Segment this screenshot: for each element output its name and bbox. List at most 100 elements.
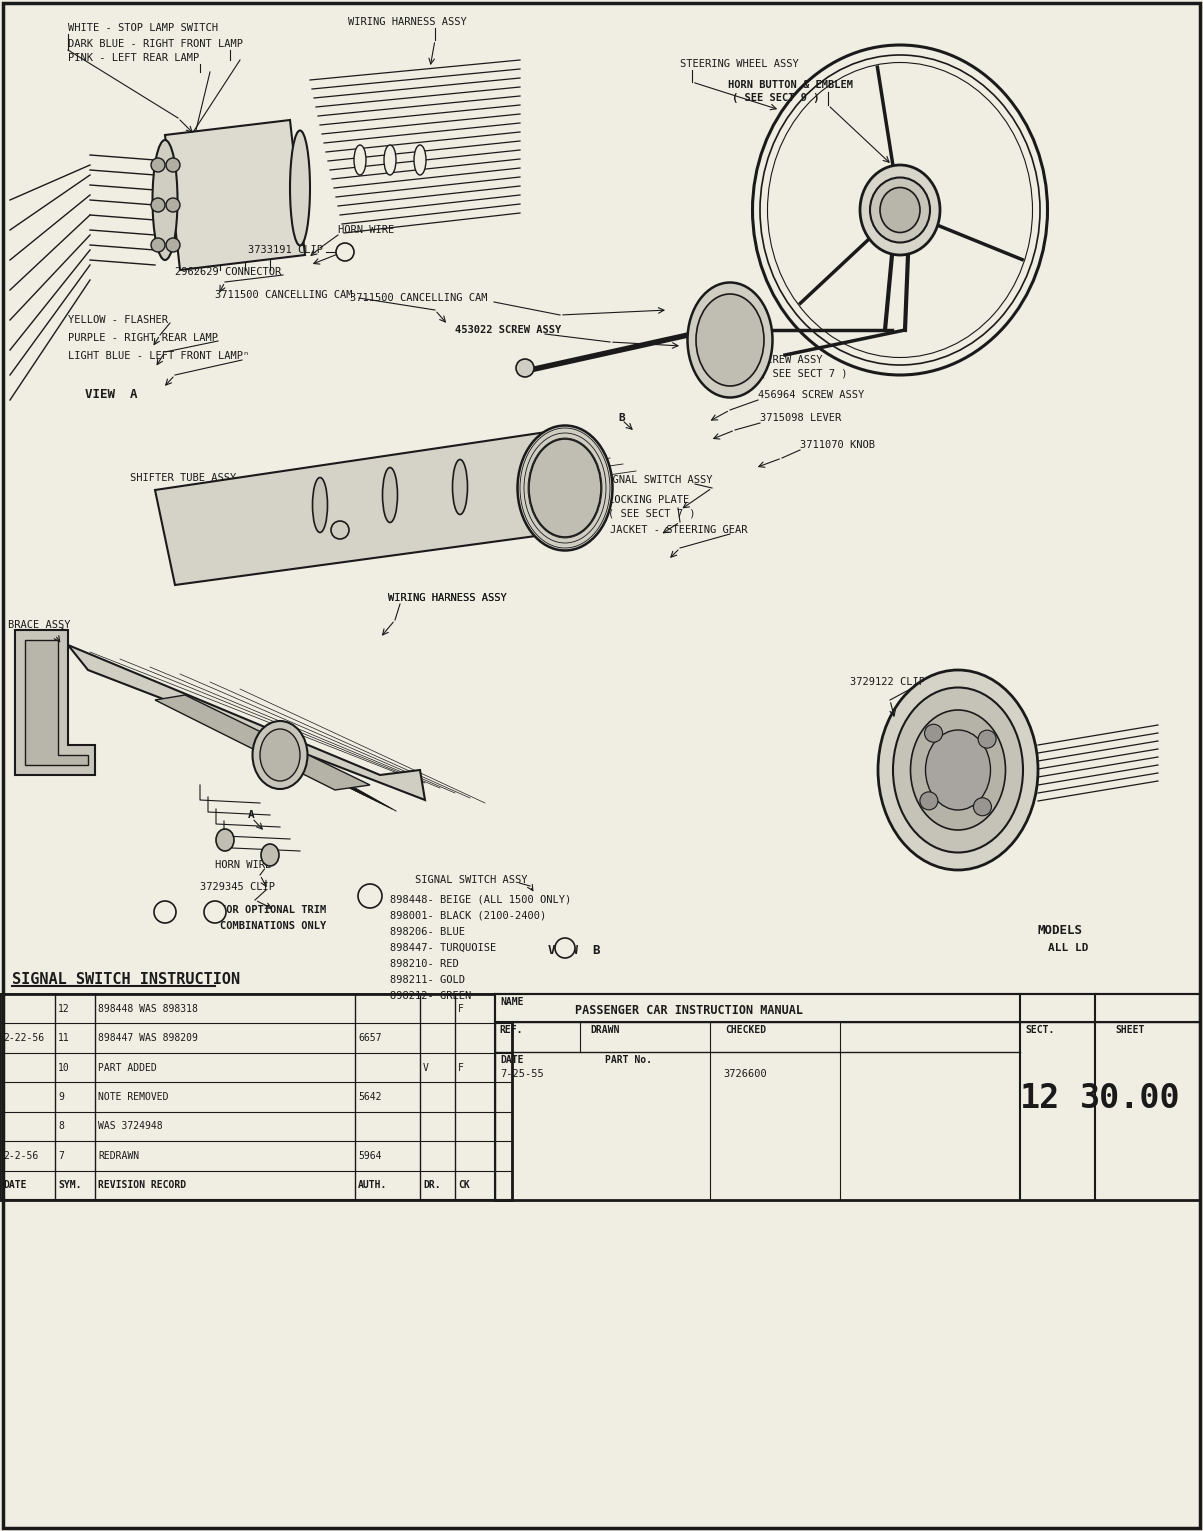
Circle shape [336, 243, 354, 260]
Circle shape [152, 158, 165, 171]
Circle shape [978, 730, 996, 749]
Text: REF.: REF. [499, 1024, 522, 1035]
Ellipse shape [697, 294, 764, 386]
Text: HORN WIRE: HORN WIRE [215, 860, 271, 870]
Text: SYM.: SYM. [58, 1180, 82, 1190]
Text: 456964 SCREW ASSY: 456964 SCREW ASSY [758, 390, 864, 400]
Text: WAS 3724948: WAS 3724948 [97, 1121, 162, 1131]
Text: 12: 12 [1020, 1082, 1060, 1115]
Circle shape [166, 158, 180, 171]
Circle shape [331, 521, 349, 539]
Ellipse shape [517, 426, 612, 551]
Text: 9: 9 [58, 1092, 64, 1102]
Ellipse shape [217, 828, 235, 851]
Circle shape [516, 358, 534, 377]
Text: 3733191 CLIP: 3733191 CLIP [248, 245, 322, 256]
Text: STEERING WHEEL ASSY: STEERING WHEEL ASSY [680, 60, 799, 69]
Bar [494, 994, 1201, 1023]
Text: 898210- RED: 898210- RED [390, 958, 458, 969]
Text: NAME: NAME [500, 997, 523, 1007]
Text: F: F [458, 1063, 464, 1073]
Text: 898447- TURQUOISE: 898447- TURQUOISE [390, 943, 497, 952]
Text: CHECKED: CHECKED [725, 1024, 766, 1035]
Text: SECT.: SECT. [1025, 1024, 1055, 1035]
Text: 898448- BEIGE (ALL 1500 ONLY): 898448- BEIGE (ALL 1500 ONLY) [390, 896, 571, 905]
Text: HORN BUTTON & EMBLEM: HORN BUTTON & EMBLEM [728, 80, 853, 90]
Text: WIRING HARNESS ASSY: WIRING HARNESS ASSY [389, 592, 506, 603]
Ellipse shape [881, 187, 920, 233]
Text: 3711070 KNOB: 3711070 KNOB [800, 439, 875, 450]
Circle shape [973, 798, 991, 816]
Ellipse shape [870, 178, 930, 242]
Text: 10: 10 [160, 905, 170, 914]
Polygon shape [14, 629, 95, 775]
Text: 3711500 CANCELLING CAM: 3711500 CANCELLING CAM [215, 289, 352, 300]
Text: PART ADDED: PART ADDED [97, 1063, 156, 1073]
Text: PURPLE - RIGHT REAR LAMP: PURPLE - RIGHT REAR LAMP [69, 334, 218, 343]
Text: SHEET: SHEET [1115, 1024, 1145, 1035]
Text: SIGNAL SWITCH INSTRUCTION: SIGNAL SWITCH INSTRUCTION [12, 972, 241, 987]
Text: AUTH.: AUTH. [358, 1180, 387, 1190]
Text: WHITE - STOP LAMP SWITCH: WHITE - STOP LAMP SWITCH [69, 23, 218, 34]
Polygon shape [155, 430, 600, 585]
Text: 2-22-56: 2-22-56 [2, 1033, 45, 1043]
Text: 898001- BLACK (2100-2400): 898001- BLACK (2100-2400) [390, 911, 546, 922]
Text: LIGHT BLUE - LEFT FRONT LAMPⁿ: LIGHT BLUE - LEFT FRONT LAMPⁿ [69, 351, 249, 361]
Text: LOCKING PLATE: LOCKING PLATE [608, 495, 689, 505]
Text: 453022 SCREW ASSY: 453022 SCREW ASSY [455, 325, 562, 335]
Ellipse shape [313, 478, 327, 533]
Ellipse shape [384, 145, 396, 175]
Text: 898206- BLUE: 898206- BLUE [390, 926, 466, 937]
Text: 898447 WAS 898209: 898447 WAS 898209 [97, 1033, 197, 1043]
Text: FOR OPTIONAL TRIM: FOR OPTIONAL TRIM [220, 905, 326, 916]
Text: 7-25-55: 7-25-55 [500, 1069, 544, 1079]
Ellipse shape [261, 844, 279, 867]
Text: SCREW ASSY: SCREW ASSY [760, 355, 823, 364]
Ellipse shape [452, 459, 468, 514]
Text: ( SEE SECT 7 ): ( SEE SECT 7 ) [608, 508, 695, 519]
Text: DATE: DATE [500, 1055, 523, 1066]
Text: 12: 12 [58, 1004, 70, 1014]
Text: VIEW  B: VIEW B [549, 943, 600, 957]
Ellipse shape [893, 687, 1023, 853]
Text: HORN WIRE: HORN WIRE [338, 225, 395, 234]
Text: PASSENGER CAR INSTRUCTION MANUAL: PASSENGER CAR INSTRUCTION MANUAL [575, 1003, 802, 1017]
Text: 10: 10 [58, 1063, 70, 1073]
Ellipse shape [687, 283, 772, 398]
Text: 2-2-56: 2-2-56 [2, 1151, 38, 1160]
Ellipse shape [860, 165, 940, 256]
Text: REDRAWN: REDRAWN [97, 1151, 140, 1160]
Text: B: B [618, 413, 624, 423]
Text: VIEW  A: VIEW A [85, 389, 137, 401]
Circle shape [154, 902, 176, 923]
Circle shape [920, 792, 938, 810]
Text: PART No.: PART No. [605, 1055, 652, 1066]
Text: 8: 8 [343, 245, 348, 254]
Text: 3729122 CLIP: 3729122 CLIP [851, 677, 925, 687]
Circle shape [152, 197, 165, 211]
Circle shape [166, 237, 180, 253]
Text: 898211- GOLD: 898211- GOLD [390, 975, 466, 984]
Circle shape [152, 237, 165, 253]
Text: 11: 11 [561, 943, 570, 952]
Text: 9: 9 [213, 905, 218, 914]
Text: BRACE ASSY: BRACE ASSY [8, 620, 71, 629]
Text: NOTE REMOVED: NOTE REMOVED [97, 1092, 168, 1102]
Text: 3715098 LEVER: 3715098 LEVER [760, 413, 841, 423]
Text: WIRING HARNESS ASSY: WIRING HARNESS ASSY [348, 17, 467, 28]
Text: 3711500 CANCELLING CAM: 3711500 CANCELLING CAM [350, 292, 487, 303]
Text: 12: 12 [365, 890, 375, 899]
Ellipse shape [911, 710, 1006, 830]
Text: REVISION RECORD: REVISION RECORD [97, 1180, 186, 1190]
Text: SHIFTER TUBE ASSY: SHIFTER TUBE ASSY [130, 473, 236, 482]
Text: CK: CK [458, 1180, 469, 1190]
Text: 6657: 6657 [358, 1033, 381, 1043]
Text: DRAWN: DRAWN [589, 1024, 620, 1035]
Polygon shape [165, 119, 306, 269]
Text: F: F [458, 1004, 464, 1014]
Text: 30.00: 30.00 [1079, 1082, 1180, 1115]
Polygon shape [25, 640, 88, 766]
Text: 11: 11 [58, 1033, 70, 1043]
Text: MODELS: MODELS [1038, 923, 1083, 937]
Text: SIGNAL SWITCH ASSY: SIGNAL SWITCH ASSY [600, 475, 712, 485]
